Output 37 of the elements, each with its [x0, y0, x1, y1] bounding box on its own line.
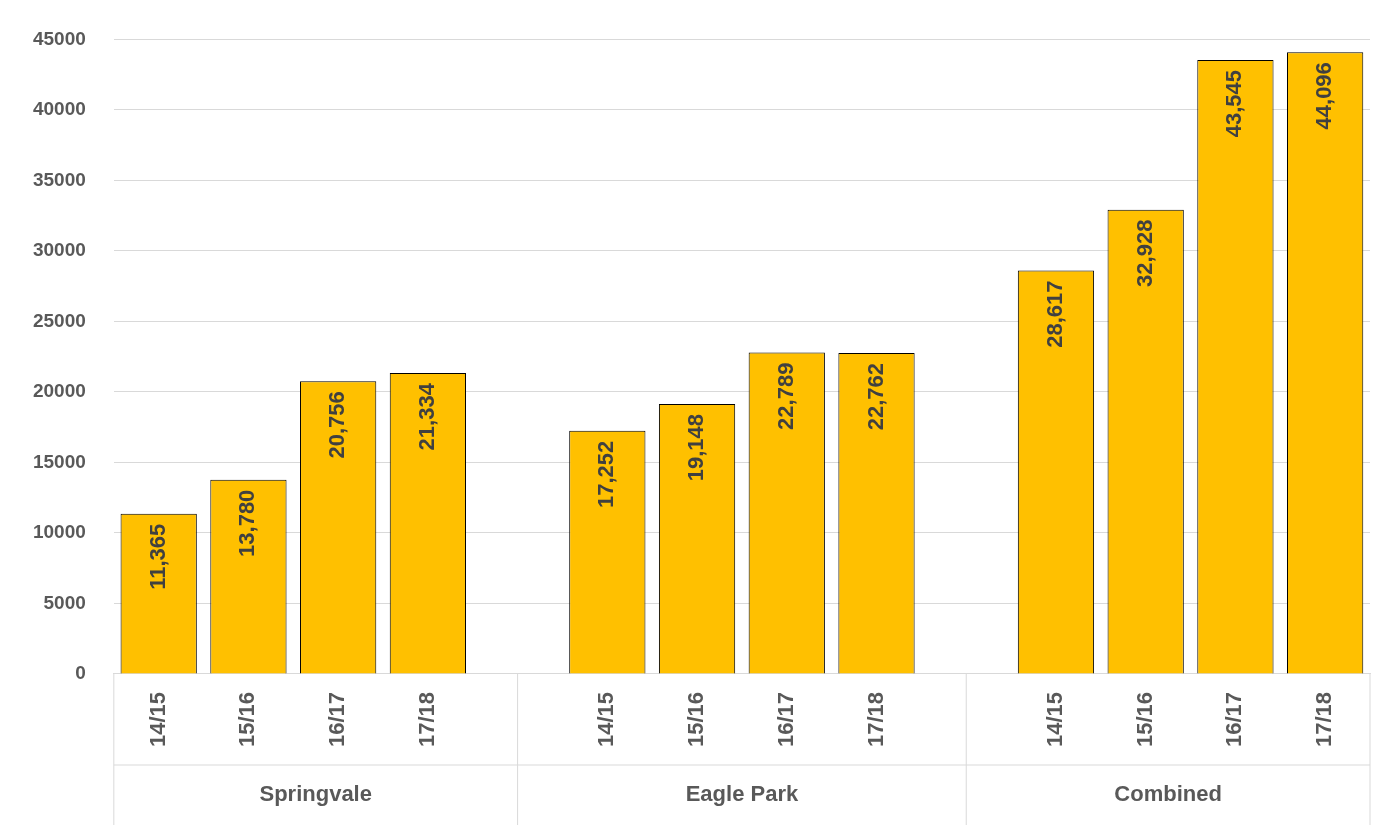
text: Springvale	[259, 781, 372, 807]
y-tick-label: 0	[75, 662, 86, 684]
y-tick-label: 10000	[32, 521, 86, 543]
x-tick-label: 17/18	[862, 691, 888, 748]
y-tick-label: 35000	[32, 168, 86, 190]
data-label: 22,762	[862, 362, 888, 431]
data-label: 21,334	[413, 382, 439, 451]
y-tick-label: 45000	[32, 27, 86, 49]
x-tick-label: 17/18	[1311, 691, 1337, 748]
data-label: 19,148	[683, 413, 709, 482]
x-tick-label: 14/15	[593, 691, 619, 748]
x-tick-label: 16/17	[324, 691, 350, 748]
data-label: 43,545	[1221, 69, 1247, 138]
data-label: 22,789	[772, 362, 798, 430]
x-tick-label: 17/18	[413, 691, 439, 748]
x-tick-label: 16/17	[772, 691, 798, 748]
data-label: 44,096	[1311, 62, 1337, 130]
y-tick-label: 25000	[32, 309, 86, 331]
y-tick-label: 20000	[32, 380, 86, 402]
data-label: 11,365	[144, 523, 170, 590]
data-label: 20,756	[324, 391, 350, 459]
x-tick-label: 14/15	[144, 691, 170, 748]
y-tick-label: 15000	[32, 450, 86, 472]
data-label: 17,252	[593, 440, 619, 508]
x-tick-label: 15/16	[1131, 691, 1157, 748]
text: Combined	[1114, 781, 1222, 807]
data-label: 32,928	[1131, 219, 1157, 287]
y-tick-label: 30000	[32, 239, 86, 261]
y-tick-label: 40000	[32, 98, 86, 120]
y-tick-label: 5000	[43, 591, 86, 613]
data-label: 28,617	[1042, 280, 1068, 348]
x-tick-label: 16/17	[1221, 691, 1247, 748]
text: Eagle Park	[685, 781, 799, 807]
x-tick-label: 15/16	[234, 691, 260, 748]
x-tick-label: 14/15	[1042, 691, 1068, 748]
data-label: 13,780	[234, 489, 260, 557]
x-tick-label: 15/16	[683, 691, 709, 748]
